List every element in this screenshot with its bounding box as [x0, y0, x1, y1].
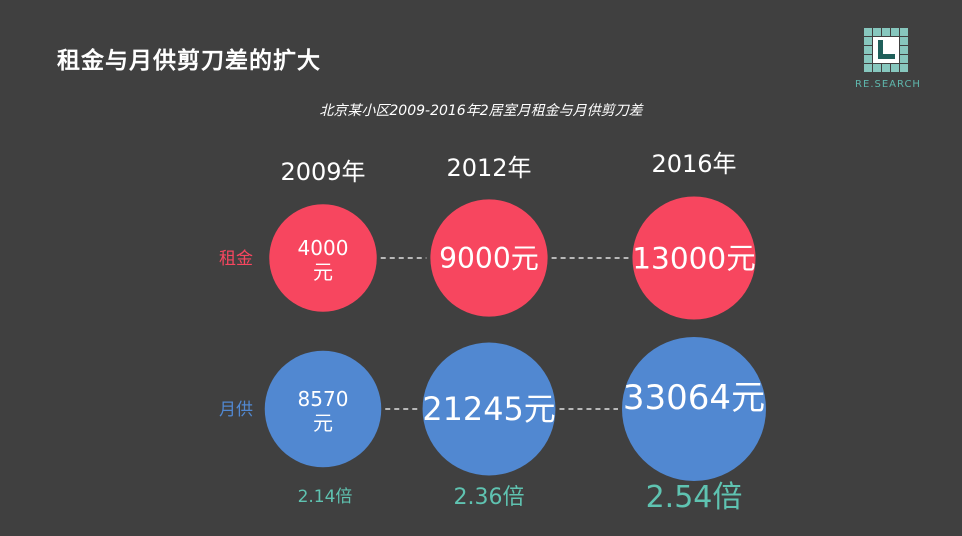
research-logo: [864, 28, 908, 72]
bubble: [264, 350, 382, 468]
series-label: 月供: [219, 400, 253, 420]
bubble-value-label: 21245元: [422, 390, 555, 428]
bubble: [430, 199, 548, 317]
bubble: [632, 196, 756, 320]
bubble-value-label: 33064元: [623, 378, 765, 418]
bubble-value-label: 13000元: [632, 241, 755, 275]
page-title: 租金与月供剪刀差的扩大: [57, 48, 321, 74]
year-label: 2009年: [280, 158, 365, 186]
bubble: [269, 204, 377, 312]
year-label: 2016年: [651, 150, 736, 178]
ratio-label: 2.54倍: [646, 480, 743, 515]
ratio-label: 2.14倍: [298, 487, 353, 507]
bubble-value-label: 9000元: [439, 242, 539, 275]
bubble-value-label: 4000 元: [298, 236, 349, 284]
bubble: [622, 337, 766, 481]
bubble-value-label: 8570 元: [298, 387, 349, 435]
year-label: 2012年: [446, 154, 531, 182]
logo-text: RE.SEARCH: [855, 79, 921, 90]
chart-title: 北京某小区2009-2016年2居室月租金与月供剪刀差: [319, 103, 643, 119]
bubble: [422, 342, 556, 476]
ratio-label: 2.36倍: [454, 485, 525, 510]
series-label: 租金: [219, 249, 253, 269]
